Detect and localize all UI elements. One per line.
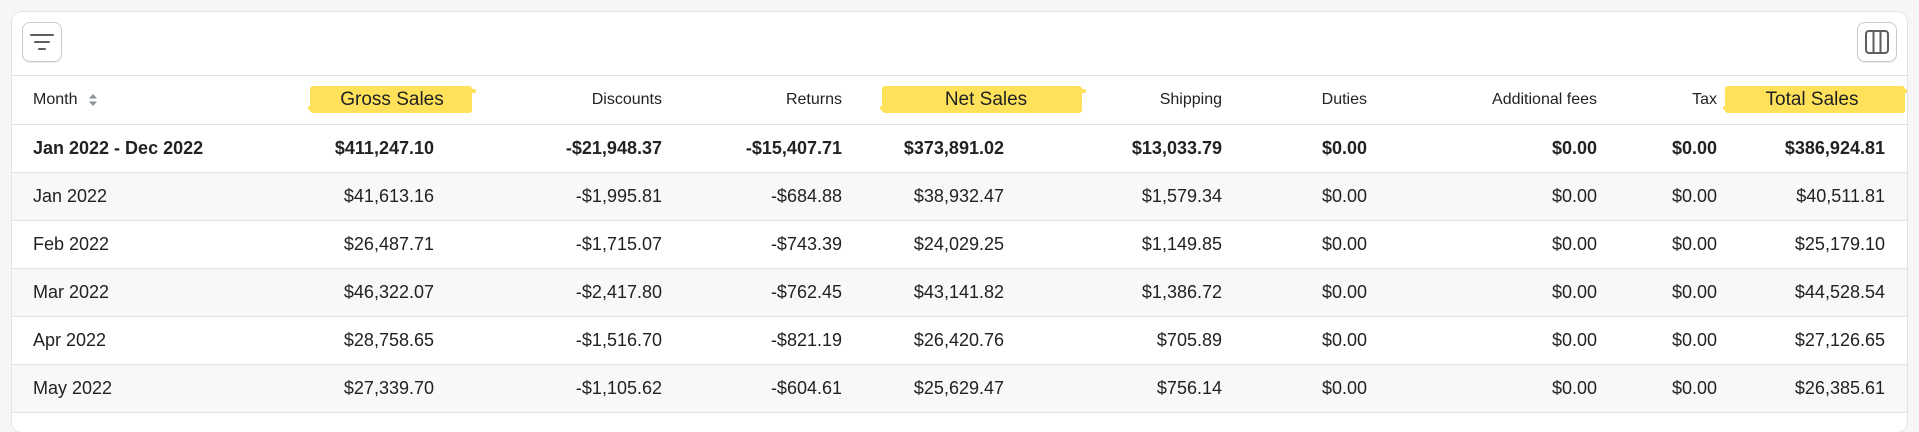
value-cell: -$1,105.62 — [575, 377, 662, 398]
month-cell: Jan 2022 - Dec 2022 — [33, 137, 204, 158]
month-cell: Mar 2022 — [33, 281, 110, 302]
value-cell: $25,179.10 — [1794, 233, 1885, 254]
value-cell: $386,924.81 — [1784, 137, 1885, 158]
column-header-gross-sales[interactable]: Gross Sales — [308, 76, 476, 125]
filter-lines-icon — [30, 34, 54, 50]
month-cell: May 2022 — [33, 377, 113, 398]
value-cell: $0.00 — [1321, 377, 1367, 398]
value-cell: $26,487.71 — [343, 233, 434, 254]
column-header-month[interactable]: Month — [12, 76, 312, 125]
value-cell: $44,528.54 — [1794, 281, 1885, 302]
value-cell: -$604.61 — [770, 377, 842, 398]
column-header-total-sales[interactable]: Total Sales — [1717, 76, 1907, 125]
highlight-mark — [1723, 86, 1907, 113]
table-row: Feb 2022 $26,487.71 -$1,715.07 -$743.39 $24,… — [12, 220, 1907, 268]
value-cell: -$1,715.07 — [575, 233, 662, 254]
month-cell: Apr 2022 — [33, 329, 107, 350]
value-cell: $26,420.76 — [913, 329, 1004, 350]
columns-button[interactable] — [1857, 22, 1897, 62]
value-cell: $0.00 — [1671, 281, 1717, 302]
value-cell: $24,029.25 — [913, 233, 1004, 254]
value-cell: $25,629.47 — [913, 377, 1004, 398]
column-header-tax[interactable]: Tax — [1597, 76, 1717, 125]
column-header-label: Tax — [1692, 90, 1717, 108]
value-cell: $0.00 — [1321, 281, 1367, 302]
value-cell: $38,932.47 — [913, 185, 1004, 206]
value-cell: $26,385.61 — [1794, 377, 1885, 398]
value-cell: $0.00 — [1551, 233, 1597, 254]
value-cell: -$743.39 — [770, 233, 842, 254]
value-cell: $1,149.85 — [1141, 233, 1222, 254]
value-cell: $0.00 — [1321, 185, 1367, 206]
column-header-label: Duties — [1321, 90, 1367, 108]
value-cell: -$15,407.71 — [745, 137, 842, 158]
value-cell: -$1,995.81 — [575, 185, 662, 206]
table-toolbar — [12, 12, 1907, 76]
value-cell: $0.00 — [1671, 233, 1717, 254]
value-cell: $0.00 — [1671, 329, 1717, 350]
column-header-label: Total Sales — [1765, 88, 1859, 110]
value-cell: -$821.19 — [770, 329, 842, 350]
value-cell: $27,339.70 — [343, 377, 434, 398]
highlight-mark — [880, 86, 1086, 113]
value-cell: $756.14 — [1156, 377, 1222, 398]
column-header-label: Returns — [785, 90, 842, 108]
columns-icon — [1865, 30, 1889, 54]
value-cell: $0.00 — [1321, 329, 1367, 350]
value-cell: $1,579.34 — [1141, 185, 1222, 206]
value-cell: $0.00 — [1321, 233, 1367, 254]
value-cell: $0.00 — [1551, 185, 1597, 206]
column-header-label: Discounts — [591, 90, 662, 108]
value-cell: $43,141.82 — [913, 281, 1004, 302]
column-header-label: Month — [33, 90, 78, 108]
column-header-label: Additional fees — [1492, 90, 1597, 108]
value-cell: $0.00 — [1671, 377, 1717, 398]
value-cell: $27,126.65 — [1794, 329, 1885, 350]
sales-table: Month Gross Sales Discounts Returns — [12, 76, 1907, 413]
column-header-returns[interactable]: Returns — [662, 76, 842, 125]
value-cell: $41,613.16 — [343, 185, 434, 206]
value-cell: $28,758.65 — [343, 329, 434, 350]
value-cell: $373,891.02 — [903, 137, 1004, 158]
value-cell: $1,386.72 — [1141, 281, 1222, 302]
filter-button[interactable] — [22, 22, 62, 62]
value-cell: $0.00 — [1671, 137, 1717, 158]
value-cell: $13,033.79 — [1131, 137, 1222, 158]
value-cell: $0.00 — [1551, 377, 1597, 398]
value-cell: $705.89 — [1156, 329, 1222, 350]
value-cell: -$21,948.37 — [565, 137, 662, 158]
value-cell: -$2,417.80 — [575, 281, 662, 302]
table-header-row: Month Gross Sales Discounts Returns — [12, 76, 1907, 125]
value-cell: $46,322.07 — [343, 281, 434, 302]
value-cell: $0.00 — [1321, 137, 1367, 158]
table-row: May 2022 $27,339.70 -$1,105.62 -$604.61 $25,… — [12, 364, 1907, 412]
sort-icon[interactable] — [88, 93, 98, 107]
value-cell: -$762.45 — [770, 281, 842, 302]
column-header-discounts[interactable]: Discounts — [472, 76, 662, 125]
column-header-label: Net Sales — [944, 88, 1028, 110]
month-cell: Jan 2022 — [33, 185, 108, 206]
column-header-duties[interactable]: Duties — [1222, 76, 1367, 125]
value-cell: $0.00 — [1671, 185, 1717, 206]
value-cell: $40,511.81 — [1796, 185, 1885, 206]
value-cell: -$1,516.70 — [575, 329, 662, 350]
table-body: Jan 2022 - Dec 2022 $411,247.10 -$21,948.3… — [12, 124, 1907, 412]
highlight-mark — [308, 86, 476, 113]
value-cell: $0.00 — [1551, 281, 1597, 302]
value-cell: -$684.88 — [770, 185, 842, 206]
table-row: Mar 2022 $46,322.07 -$2,417.80 -$762.45 $43,… — [12, 268, 1907, 316]
sales-report-card: Month Gross Sales Discounts Returns — [12, 12, 1907, 432]
value-cell: $0.00 — [1551, 137, 1597, 158]
column-header-label: Shipping — [1159, 90, 1222, 108]
value-cell: $0.00 — [1551, 329, 1597, 350]
value-cell: $411,247.10 — [334, 137, 434, 158]
column-header-net-sales[interactable]: Net Sales — [842, 76, 1086, 125]
column-header-label: Gross Sales — [340, 88, 444, 110]
table-total-row: Jan 2022 - Dec 2022 $411,247.10 -$21,948.3… — [12, 124, 1907, 172]
table-row: Apr 2022 $28,758.65 -$1,516.70 -$821.19 $26,… — [12, 316, 1907, 364]
column-header-additional-fees[interactable]: Additional fees — [1367, 76, 1597, 125]
month-cell: Feb 2022 — [33, 233, 110, 254]
table-row: Jan 2022 $41,613.16 -$1,995.81 -$684.88 $38,… — [12, 172, 1907, 220]
